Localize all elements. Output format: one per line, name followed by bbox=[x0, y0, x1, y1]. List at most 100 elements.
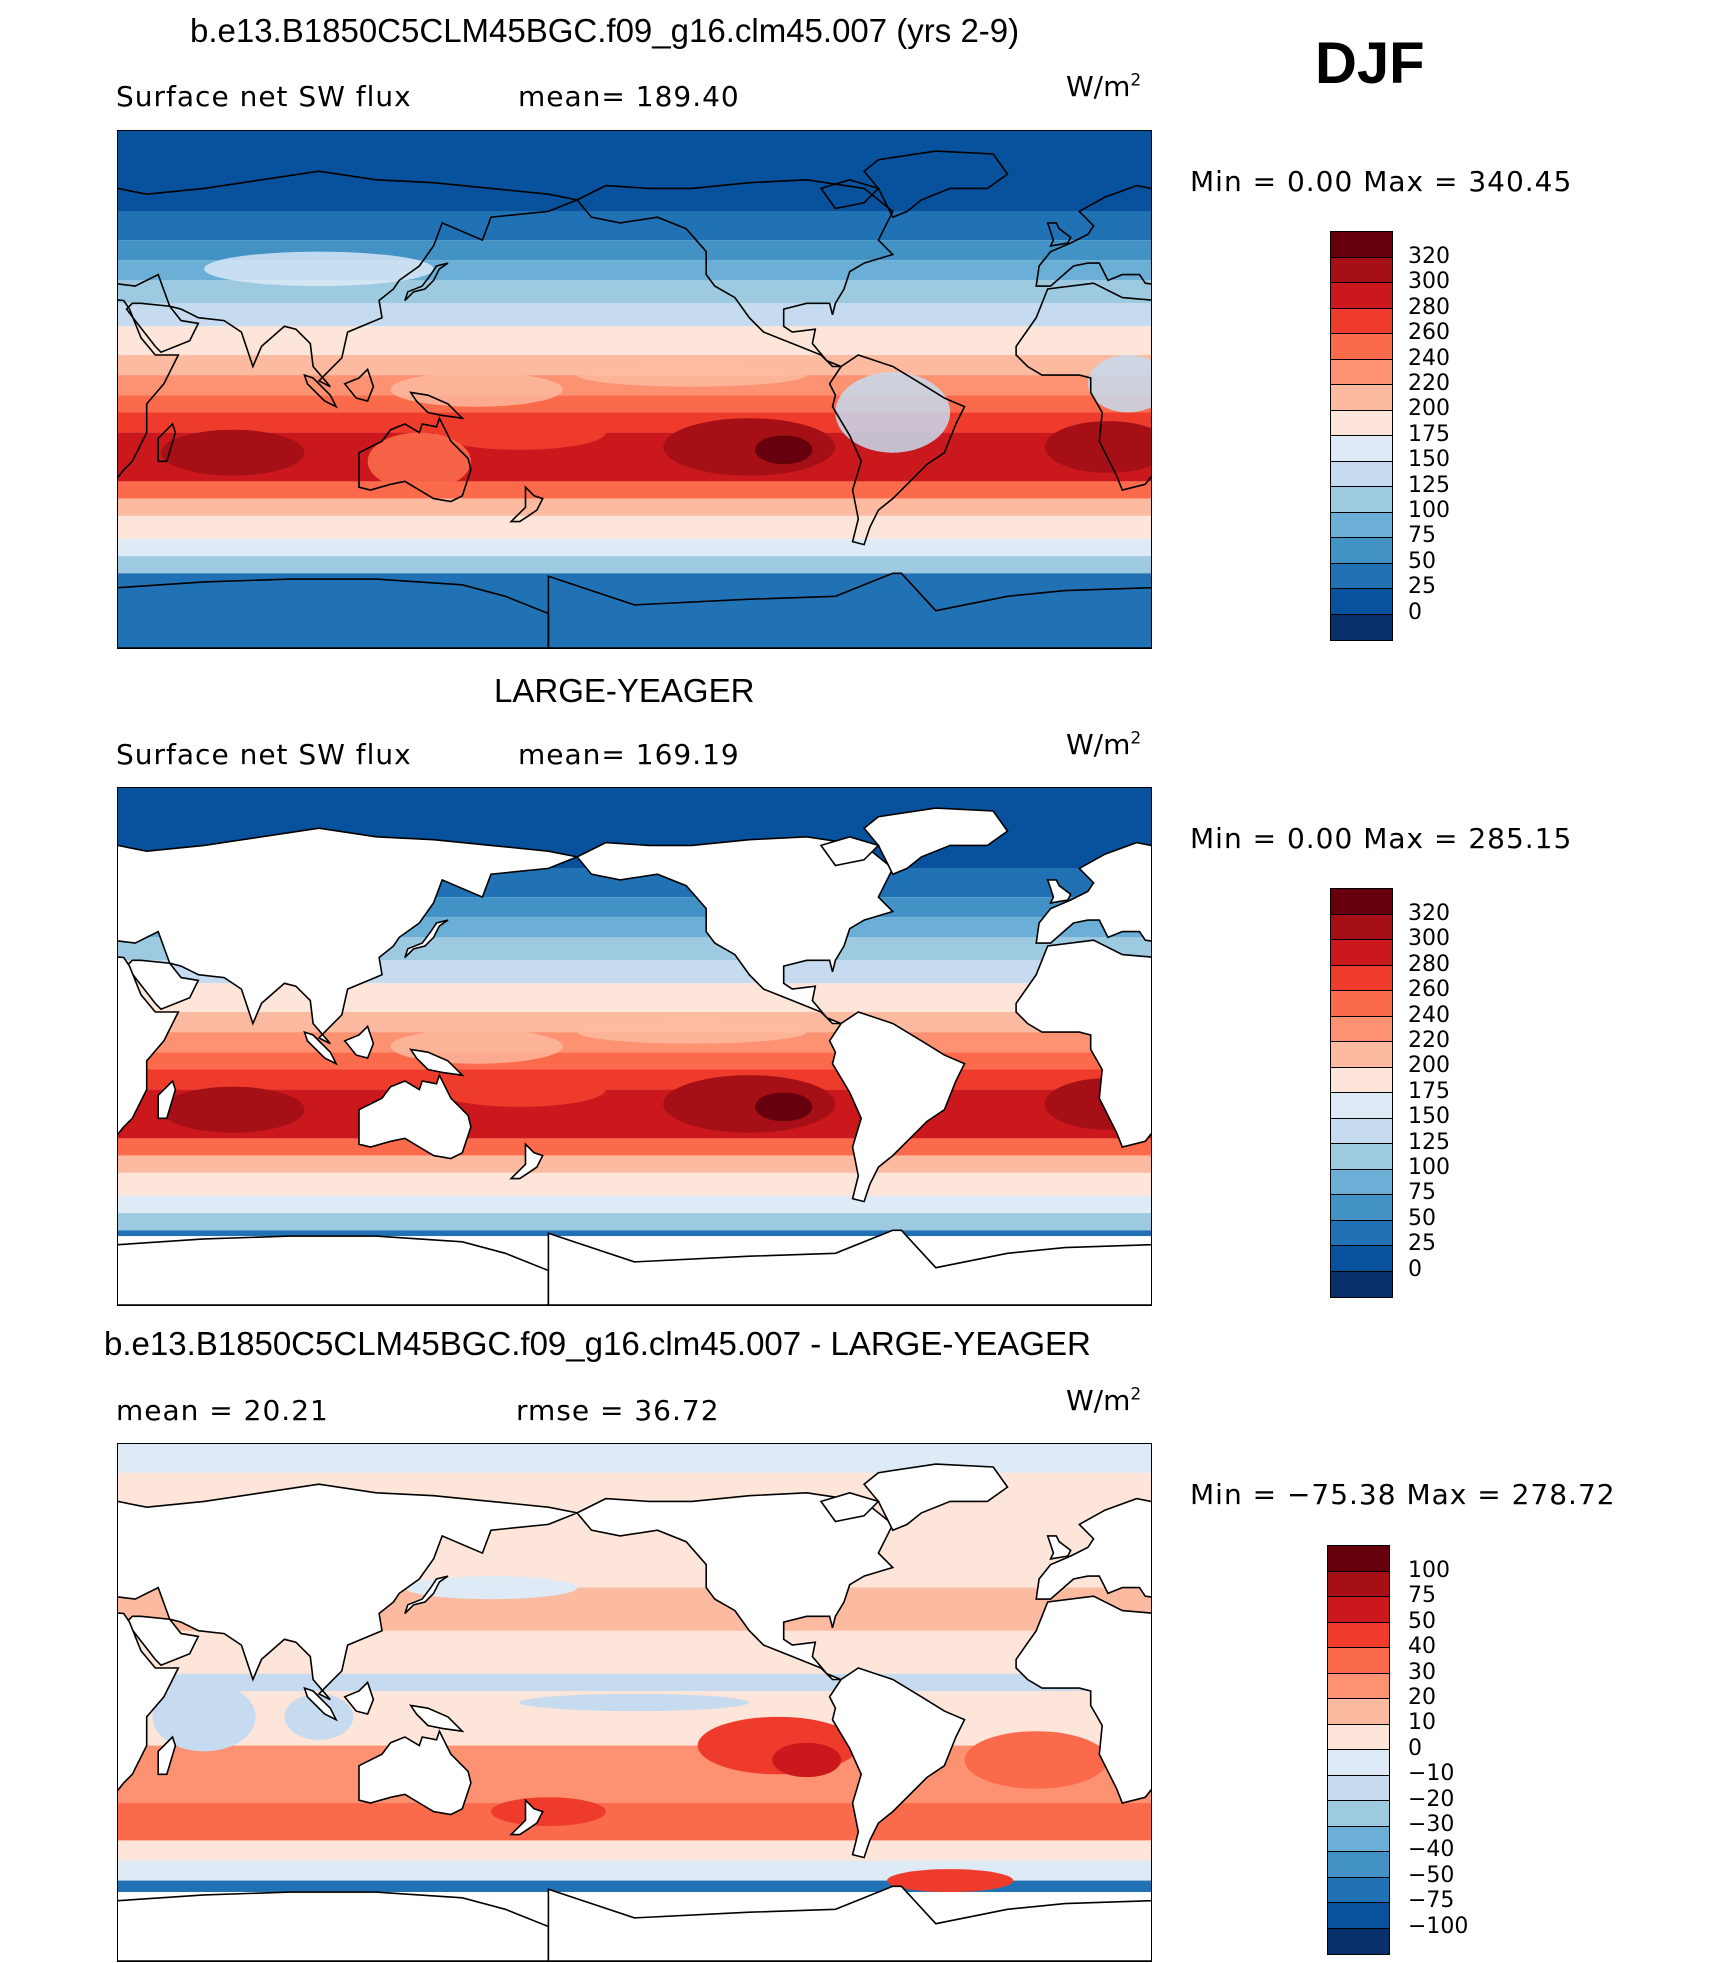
coastline-africa bbox=[118, 956, 180, 1136]
colorbar-tick-label: 20 bbox=[1408, 1685, 1436, 1711]
colorbar-tick-label: 220 bbox=[1408, 371, 1450, 397]
colorbar-swatch bbox=[1328, 1546, 1389, 1572]
coastline-eurasia bbox=[1035, 1497, 1151, 1600]
colorbar-swatch bbox=[1331, 914, 1392, 940]
colorbar-tick-label: 125 bbox=[1408, 472, 1450, 498]
coastline-sumatra bbox=[303, 1030, 338, 1066]
colorbar-tick-label: 0 bbox=[1408, 1256, 1422, 1282]
coastline-nz bbox=[509, 485, 544, 523]
colorbar-swatch bbox=[1328, 1648, 1389, 1674]
colorbar-tick-label: 240 bbox=[1408, 1002, 1450, 1028]
colorbar-tick-label: 100 bbox=[1408, 1558, 1450, 1583]
colorbar-tick-label: 10 bbox=[1408, 1710, 1436, 1736]
panel-2-minmax: Min = 0.00 Max = 285.15 bbox=[1190, 822, 1573, 855]
colorbar-swatch bbox=[1328, 1775, 1389, 1801]
colorbar-tick-label: 100 bbox=[1408, 498, 1450, 524]
coastline-africa bbox=[118, 299, 180, 479]
colorbar-swatch bbox=[1331, 889, 1392, 915]
coastline-madagascar bbox=[157, 1735, 177, 1776]
colorbar-tick-label: 25 bbox=[1408, 1231, 1436, 1257]
coastline-africa bbox=[1015, 282, 1151, 491]
coastline-australia bbox=[358, 416, 472, 503]
colorbar-swatch bbox=[1331, 487, 1392, 513]
colorbar-swatch bbox=[1331, 614, 1392, 640]
colorbar-tick-label: −75 bbox=[1408, 1888, 1455, 1914]
coastline-uk bbox=[1046, 222, 1072, 247]
colorbar-swatch bbox=[1328, 1928, 1389, 1954]
colorbar-swatch bbox=[1331, 385, 1392, 411]
panel-2-mean-label: mean= 169.19 bbox=[518, 738, 740, 771]
colorbar-tick-label: 200 bbox=[1408, 396, 1450, 422]
colorbar-tick-label: 40 bbox=[1408, 1634, 1436, 1660]
colorbar-swatch bbox=[1331, 232, 1392, 258]
panel-1-map bbox=[117, 130, 1152, 649]
colorbar-swatch bbox=[1331, 436, 1392, 462]
coastline-uk bbox=[1046, 879, 1072, 904]
coastline-borneo bbox=[343, 367, 375, 402]
coastline-africa bbox=[1015, 939, 1151, 1148]
coastline-australia bbox=[358, 1073, 472, 1160]
coastline-nz bbox=[509, 1798, 544, 1836]
colorbar-swatch bbox=[1328, 1622, 1389, 1648]
colorbar-tick-label: 0 bbox=[1408, 1735, 1422, 1761]
colorbar-tick-label: 30 bbox=[1408, 1659, 1436, 1685]
colorbar-tick-label: −30 bbox=[1408, 1812, 1455, 1838]
panel-2-variable-label: Surface net SW flux bbox=[116, 738, 412, 771]
colorbar-swatch bbox=[1328, 1724, 1389, 1750]
coastline-newguinea bbox=[409, 391, 465, 420]
coastline-sumatra bbox=[303, 373, 338, 409]
colorbar-tick-label: 50 bbox=[1408, 1608, 1436, 1634]
panel-3-minmax: Min = −75.38 Max = 278.72 bbox=[1190, 1478, 1616, 1511]
colorbar-swatch bbox=[1331, 1093, 1392, 1119]
colorbar-tick-label: 320 bbox=[1408, 244, 1450, 269]
colorbar-swatch bbox=[1331, 1067, 1392, 1093]
colorbar-tick-label: 0 bbox=[1408, 599, 1422, 625]
colorbar-swatch bbox=[1331, 940, 1392, 966]
coastline-baffin bbox=[819, 835, 880, 867]
coastline-japan bbox=[404, 1575, 449, 1615]
colorbar-tick-label: −100 bbox=[1408, 1913, 1469, 1939]
coastline-antarctica bbox=[547, 1229, 1151, 1305]
colorbar-swatch bbox=[1331, 1271, 1392, 1297]
coastline-namerica bbox=[575, 178, 895, 368]
colorbar-swatch bbox=[1331, 257, 1392, 283]
panel-3-colorbar bbox=[1327, 1545, 1390, 1955]
panel-3-map bbox=[117, 1443, 1152, 1962]
coastline-antarctica bbox=[547, 572, 1151, 648]
colorbar-swatch bbox=[1328, 1750, 1389, 1776]
colorbar-tick-label: 100 bbox=[1408, 1155, 1450, 1181]
colorbar-swatch bbox=[1331, 1246, 1392, 1272]
colorbar-tick-label: 260 bbox=[1408, 320, 1450, 346]
colorbar-swatch bbox=[1331, 538, 1392, 564]
colorbar-tick-label: −50 bbox=[1408, 1862, 1455, 1888]
coastline-samerica bbox=[828, 1667, 966, 1859]
colorbar-swatch bbox=[1328, 1877, 1389, 1903]
colorbar-swatch bbox=[1331, 1042, 1392, 1068]
coastline-sumatra bbox=[303, 1686, 338, 1722]
coastline-eurasia bbox=[118, 170, 580, 388]
colorbar-tick-label: 25 bbox=[1408, 574, 1436, 600]
panel-2-title: LARGE-YEAGER bbox=[494, 672, 755, 709]
colorbar-swatch bbox=[1331, 1220, 1392, 1246]
colorbar-tick-label: 50 bbox=[1408, 548, 1436, 574]
colorbar-tick-label: 260 bbox=[1408, 977, 1450, 1003]
colorbar-tick-label: 150 bbox=[1408, 1104, 1450, 1130]
colorbar-swatch bbox=[1331, 283, 1392, 309]
colorbar-tick-label: −10 bbox=[1408, 1761, 1455, 1787]
panel-1-variable-label: Surface net SW flux bbox=[116, 80, 412, 113]
coastline-eurasia bbox=[1035, 841, 1151, 944]
panel-3-mean-label: mean = 20.21 bbox=[116, 1394, 329, 1427]
colorbar-tick-label: 150 bbox=[1408, 447, 1450, 473]
colorbar-swatch bbox=[1328, 1826, 1389, 1852]
panel-3-colorbar-labels: 100 75 50 40 30 20 10 0 −10 −20 −30 −40 −50 −75 −100 bbox=[1408, 1558, 1468, 1939]
panel-2-colorbar-labels: 320 300 280 260 240 220 200 175 150 125 100 75 50 25 0 bbox=[1408, 901, 1450, 1282]
colorbar-tick-label: 50 bbox=[1408, 1205, 1436, 1231]
panel-3-units: W/m2 bbox=[1066, 1384, 1142, 1417]
panel-3-rmse-label: rmse = 36.72 bbox=[516, 1394, 720, 1427]
colorbar-swatch bbox=[1331, 461, 1392, 487]
colorbar-tick-label: 200 bbox=[1408, 1053, 1450, 1079]
colorbar-swatch bbox=[1328, 1903, 1389, 1929]
coastline-madagascar bbox=[157, 1079, 177, 1120]
panel-1-colorbar-labels: 320 300 280 260 240 220 200 175 150 125 100 75 50 25 0 bbox=[1408, 244, 1450, 625]
coastline-greenland bbox=[862, 807, 1009, 876]
